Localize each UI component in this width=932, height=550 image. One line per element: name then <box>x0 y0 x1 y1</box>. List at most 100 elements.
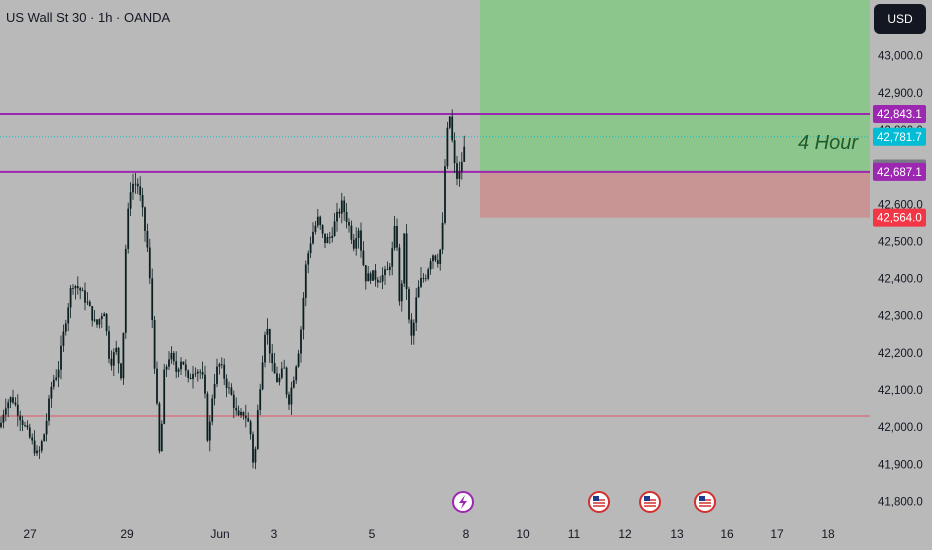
price-badge-label: 42,687.1 <box>877 167 922 179</box>
candle-body <box>288 394 290 405</box>
candle-body <box>300 329 302 354</box>
candle-body <box>326 236 329 244</box>
candle-body <box>355 238 358 249</box>
candle-body <box>237 410 240 416</box>
candle-body <box>331 235 334 238</box>
candle-body <box>444 166 446 223</box>
candle-body <box>74 286 77 289</box>
candle-body <box>336 211 338 222</box>
candle-body <box>381 275 384 282</box>
candle-body <box>412 322 415 336</box>
candle-body <box>184 364 187 371</box>
price-badge <box>873 104 926 123</box>
y-tick-label: 42,400.0 <box>878 274 923 286</box>
candle-body <box>386 269 389 271</box>
x-tick-label: 8 <box>463 527 470 541</box>
y-tick-label: 42,100.0 <box>878 385 923 397</box>
candle-body <box>98 319 101 325</box>
candle-body <box>86 301 89 303</box>
x-tick-label: 10 <box>516 527 530 541</box>
candle-body <box>218 364 221 367</box>
flag-icon-circle <box>639 491 661 513</box>
candle-body <box>36 450 38 454</box>
candle-body <box>432 255 434 262</box>
candle-body <box>424 278 427 280</box>
candle-body <box>115 347 118 353</box>
candle-body <box>436 260 439 264</box>
candle-body <box>40 441 43 451</box>
candle-body <box>122 332 125 379</box>
candle-body <box>110 358 113 366</box>
currency-button[interactable]: USD <box>874 4 926 34</box>
candle-body <box>400 283 403 302</box>
lightning-event-icon[interactable] <box>452 491 474 513</box>
candle-body <box>312 231 314 244</box>
candle-body <box>105 313 108 332</box>
candle-body <box>408 289 410 320</box>
candle-body <box>45 420 48 435</box>
candle-body <box>93 319 96 321</box>
candle-body <box>376 279 379 283</box>
us-flag-event-icon[interactable] <box>639 491 661 513</box>
candle-body <box>348 221 350 226</box>
profit-zone[interactable] <box>480 0 870 172</box>
candle-body <box>276 373 278 383</box>
time-axis-labels: 27 29 Jun 3 5 8 10 11 12 13 16 17 18 <box>23 527 835 541</box>
candle-body <box>448 116 451 128</box>
candle-body <box>415 297 418 323</box>
y-tick-label: 42,200.0 <box>878 348 923 360</box>
candle-body <box>156 368 158 404</box>
candle-body <box>187 370 190 378</box>
candle-body <box>422 278 425 279</box>
candle-body <box>261 362 264 390</box>
candle-body <box>278 377 281 383</box>
candle-body <box>199 371 202 373</box>
candle-body <box>256 410 259 449</box>
candle-body <box>456 163 458 179</box>
candle-body <box>19 415 22 421</box>
x-tick-label: 3 <box>271 527 278 541</box>
candle-body <box>405 233 408 290</box>
candle-body <box>235 407 238 411</box>
x-tick-label: 16 <box>720 527 734 541</box>
candle-body <box>350 225 353 240</box>
candle-body <box>280 368 283 378</box>
candle-body <box>9 397 12 403</box>
candle-body <box>175 361 178 372</box>
candle-body <box>302 297 305 330</box>
candle-body <box>429 261 432 270</box>
candle-body <box>72 287 74 289</box>
candle-body <box>441 222 444 250</box>
candle-body <box>31 437 34 441</box>
candle-body <box>364 265 367 282</box>
candle-body <box>273 363 276 374</box>
price-badge-label: 42,564.0 <box>877 213 922 225</box>
candle-body <box>304 264 307 298</box>
x-tick-label: 13 <box>670 527 684 541</box>
candle-body <box>43 434 46 442</box>
candle-body <box>4 408 7 415</box>
candle-body <box>357 230 360 239</box>
candle-body <box>417 286 420 298</box>
candle-body <box>252 434 254 463</box>
candle-body <box>192 374 194 380</box>
x-tick-label: 27 <box>23 527 37 541</box>
candle-body <box>7 402 10 409</box>
candle-body <box>463 146 466 162</box>
us-flag-event-icon[interactable] <box>694 491 716 513</box>
candle-body <box>12 397 14 403</box>
position-zones <box>480 0 870 218</box>
candle-body <box>50 386 53 399</box>
us-flag-event-icon[interactable] <box>588 491 610 513</box>
candle-body <box>28 427 31 438</box>
flag-canton <box>699 496 705 501</box>
candle-body <box>343 200 346 212</box>
loss-zone[interactable] <box>480 171 870 218</box>
candle-body <box>129 192 132 209</box>
candle-body <box>264 334 266 363</box>
candle-body <box>228 387 230 389</box>
candle-body <box>201 372 204 375</box>
y-tick-label: 42,500.0 <box>878 236 923 248</box>
